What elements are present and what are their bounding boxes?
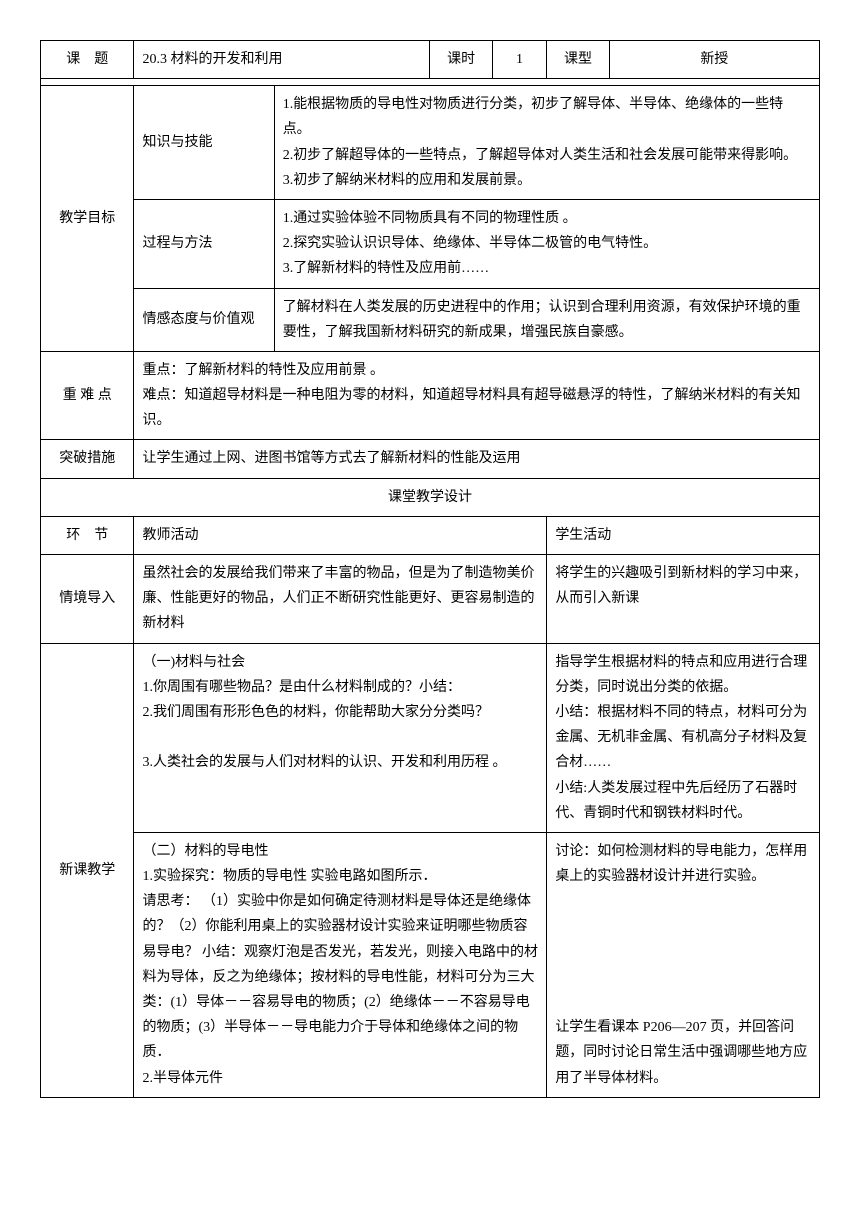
attitude-label: 情感态度与价值观 [134,288,274,351]
breakthrough-label: 突破措施 [41,440,134,478]
keypoints-content: 重点：了解新材料的特性及应用前景 。 难点：知道超导材料是一种电阻为零的材料，知… [134,351,820,440]
student-cell: 将学生的兴趣吸引到新材料的学习中来，从而引入新课 [547,555,820,644]
teacher-cell: （二）材料的导电性 1.实验探究：物质的导电性 实验电路如图所示． 请思考： （… [134,832,547,1097]
teacher-cell: （一)材料与社会 1.你周围有哪些物品？是由什么材料制成的？小结： 2.我们周围… [134,643,547,832]
col-student: 学生活动 [547,516,820,554]
lesson-plan-table: 课 题 20.3 材料的开发和利用 课时 1 课型 新授 教学目标 知识与技能 … [40,40,820,1098]
title-value: 20.3 材料的开发和利用 [134,41,430,79]
knowledge-label: 知识与技能 [134,86,274,200]
columns-row: 环 节 教师活动 学生活动 [41,516,820,554]
objective-process-row: 过程与方法 1.通过实验体验不同物质具有不同的物理性质 。 2.探究实验认识识导… [41,199,820,288]
process-content: 1.通过实验体验不同物质具有不同的物理性质 。 2.探究实验认识识导体、绝缘体、… [274,199,819,288]
process-label: 过程与方法 [134,199,274,288]
objective-knowledge-row: 教学目标 知识与技能 1.能根据物质的导电性对物质进行分类，初步了解导体、半导体… [41,86,820,200]
type-value: 新授 [609,41,819,79]
breakthrough-row: 突破措施 让学生通过上网、进图书馆等方式去了解新材料的性能及运用 [41,440,820,478]
phase-cell: 情境导入 [41,555,134,644]
phase-cell: 新课教学 [41,643,134,1097]
breakthrough-content: 让学生通过上网、进图书馆等方式去了解新材料的性能及运用 [134,440,820,478]
keypoints-row: 重 难 点 重点：了解新材料的特性及应用前景 。 难点：知道超导材料是一种电阻为… [41,351,820,440]
teacher-cell: 虽然社会的发展给我们带来了丰富的物品，但是为了制造物美价廉、性能更好的物品，人们… [134,555,547,644]
table-row: （二）材料的导电性 1.实验探究：物质的导电性 实验电路如图所示． 请思考： （… [41,832,820,1097]
col-phase: 环 节 [41,516,134,554]
design-title-row: 课堂教学设计 [41,478,820,516]
knowledge-content: 1.能根据物质的导电性对物质进行分类，初步了解导体、半导体、绝缘体的一些特点。 … [274,86,819,200]
design-title: 课堂教学设计 [41,478,820,516]
period-value: 1 [492,41,547,79]
title-label: 课 题 [41,41,134,79]
blank-row [41,79,820,86]
objective-attitude-row: 情感态度与价值观 了解材料在人类发展的历史进程中的作用；认识到合理利用资源，有效… [41,288,820,351]
header-row: 课 题 20.3 材料的开发和利用 课时 1 课型 新授 [41,41,820,79]
attitude-content: 了解材料在人类发展的历史进程中的作用；认识到合理利用资源，有效保护环境的重要性，… [274,288,819,351]
student-cell: 讨论：如何检测材料的导电能力，怎样用桌上的实验器材设计并进行实验。 让学生看课本… [547,832,820,1097]
col-teacher: 教师活动 [134,516,547,554]
type-label: 课型 [547,41,609,79]
period-label: 课时 [430,41,492,79]
table-row: 情境导入 虽然社会的发展给我们带来了丰富的物品，但是为了制造物美价廉、性能更好的… [41,555,820,644]
student-cell: 指导学生根据材料的特点和应用进行合理分类，同时说出分类的依据。 小结：根据材料不… [547,643,820,832]
keypoints-label: 重 难 点 [41,351,134,440]
objectives-label: 教学目标 [41,86,134,352]
table-row: 新课教学 （一)材料与社会 1.你周围有哪些物品？是由什么材料制成的？小结： 2… [41,643,820,832]
